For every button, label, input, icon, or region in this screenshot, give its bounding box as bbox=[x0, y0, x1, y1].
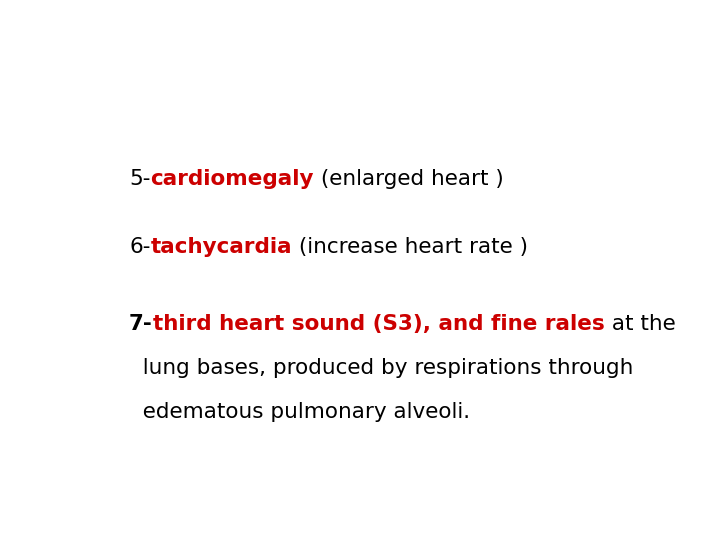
Text: cardiomegaly: cardiomegaly bbox=[150, 168, 314, 189]
Text: lung bases, produced by respirations through: lung bases, produced by respirations thr… bbox=[129, 358, 634, 378]
Text: 7-: 7- bbox=[129, 314, 153, 334]
Text: (increase heart rate ): (increase heart rate ) bbox=[292, 238, 528, 258]
Text: (enlarged heart ): (enlarged heart ) bbox=[314, 168, 504, 189]
Text: third heart sound (S3), and fine rales: third heart sound (S3), and fine rales bbox=[153, 314, 605, 334]
Text: 6-: 6- bbox=[129, 238, 150, 258]
Text: 5-: 5- bbox=[129, 168, 150, 189]
Text: edematous pulmonary alveoli.: edematous pulmonary alveoli. bbox=[129, 402, 470, 422]
Text: at the: at the bbox=[605, 314, 675, 334]
Text: tachycardia: tachycardia bbox=[150, 238, 292, 258]
